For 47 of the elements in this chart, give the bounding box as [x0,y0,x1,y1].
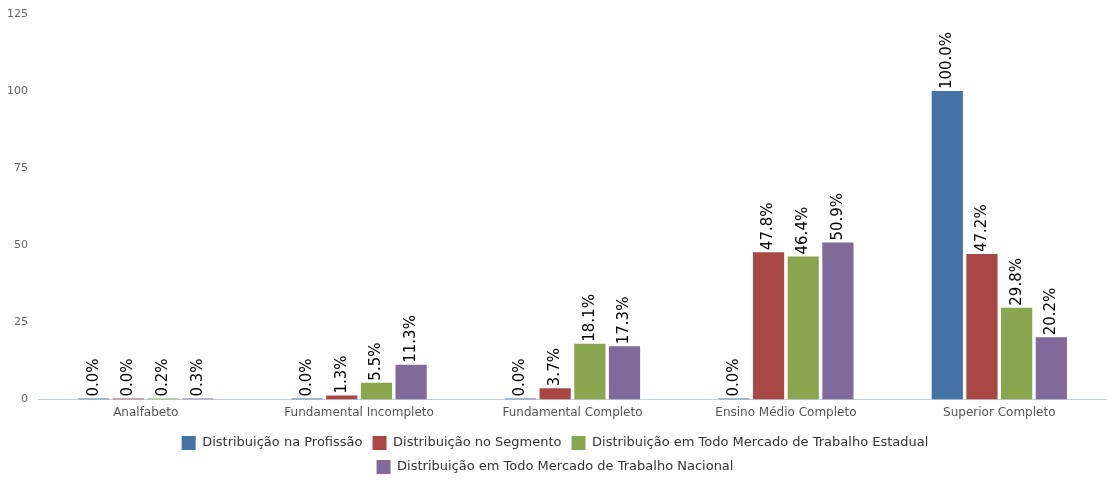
bar [931,91,963,400]
data-label: 1.3% [331,355,350,394]
data-label: 29.8% [1006,258,1025,306]
bar [822,242,854,400]
legend-label: Distribuição em Todo Mercado de Trabalho Estadual [592,434,929,450]
y-tick-label: 75 [14,161,28,175]
legend-label: Distribuição na Profissão [202,434,363,450]
bar [966,254,998,400]
x-tick-label: Analfabeto [113,404,179,419]
data-label: 0.0% [118,358,137,397]
data-label: 3.7% [545,348,564,387]
bar [395,364,427,400]
y-tick-label: 50 [14,238,28,252]
y-tick-label: 0 [21,392,28,406]
data-label: 0.2% [152,358,171,397]
x-tick-label: Ensino Médio Completo [715,404,857,419]
y-tick-label: 100 [7,83,28,97]
data-label: 47.8% [758,202,777,251]
data-label: 0.0% [510,358,529,397]
bar [539,388,571,400]
data-label: 46.4% [793,206,812,255]
data-label: 11.3% [401,315,419,363]
data-label: 0.0% [296,358,315,397]
data-label: 17.3% [614,296,633,345]
y-tick-label: 25 [14,315,28,329]
bar [1035,337,1067,400]
bar [752,252,785,400]
data-label: 50.9% [827,192,846,241]
x-tick-label: Superior Completo [943,404,1056,419]
bar [787,256,819,400]
legend-label: Distribuição em Todo Mercado de Trabalho Nacional [397,458,734,474]
bar [360,382,393,400]
data-label: 0.0% [723,358,742,397]
bar [574,343,606,400]
data-label: 0.3% [187,358,206,397]
x-tick-label: Fundamental Incompleto [284,404,434,419]
x-tick-label: Fundamental Completo [502,404,643,419]
bar [1001,307,1033,400]
data-label: 47.2% [971,204,990,252]
data-label: 0.0% [83,358,102,397]
data-label: 18.1% [579,294,598,342]
data-label: 100.0% [937,31,956,90]
bar [608,346,641,400]
data-label: 20.2% [1041,287,1060,336]
legend-label: Distribuição no Segmento [393,434,562,450]
y-tick-label: 125 [7,6,28,20]
data-label: 5.5% [366,342,385,381]
